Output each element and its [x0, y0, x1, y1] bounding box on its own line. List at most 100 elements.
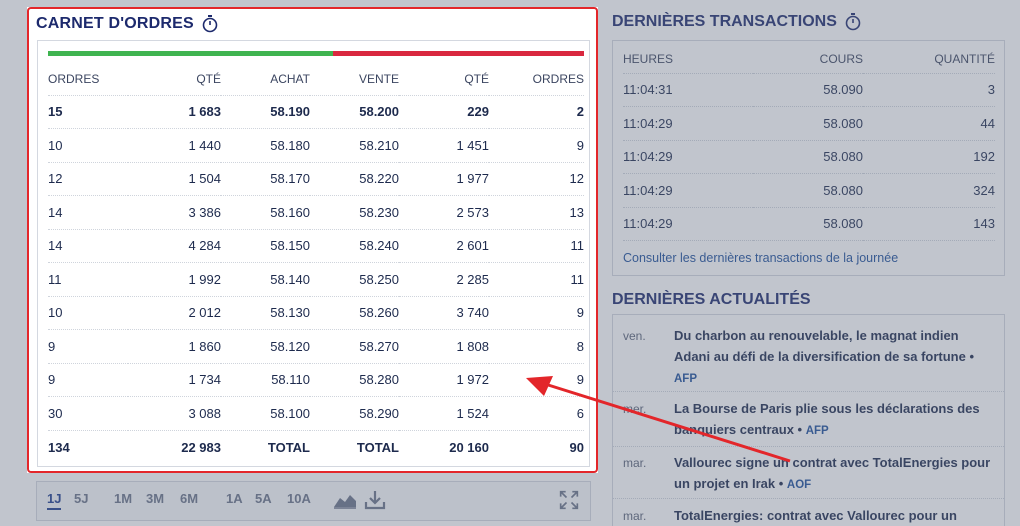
header-time: HEURES — [623, 45, 753, 74]
cell: 2 285 — [399, 262, 489, 297]
header-sell: VENTE — [310, 63, 399, 96]
stopwatch-icon — [202, 15, 218, 33]
order-book-table: ORDRES QTÉ ACHAT VENTE QTÉ ORDRES 15 1 6… — [48, 63, 584, 464]
cell: 9 — [489, 128, 584, 163]
cell: 12 — [48, 162, 128, 196]
cell: 4 284 — [128, 229, 221, 263]
cell: 11:04:31 — [623, 73, 753, 107]
cell: 3 740 — [399, 296, 489, 330]
cell: 143 — [863, 207, 995, 241]
order-book-table-container: ORDRES QTÉ ACHAT VENTE QTÉ ORDRES 15 1 6… — [37, 40, 590, 467]
cell: 9 — [48, 363, 128, 397]
cell: 1 992 — [128, 262, 221, 297]
news-source: AOF — [786, 479, 812, 491]
cell: 58.200 — [310, 95, 399, 129]
cell: 58.210 — [310, 128, 399, 163]
cell: 3 386 — [128, 195, 221, 230]
cell: 58.270 — [310, 329, 399, 364]
cell: 12 — [489, 162, 584, 196]
cell: 2 601 — [399, 229, 489, 263]
total-qty-sell: 20 160 — [449, 439, 489, 455]
cell: 58.080 — [753, 173, 863, 208]
order-book-row: 9 1 734 58.110 58.280 1 972 9 — [48, 363, 584, 397]
cell: 58.100 — [221, 396, 310, 431]
period-3m-button[interactable]: 3M — [146, 491, 165, 506]
news-item[interactable]: mer. La Bourse de Paris plie sous les dé… — [613, 392, 1004, 447]
news-day: mar. — [623, 509, 647, 523]
period-1j-button[interactable]: 1J — [47, 491, 62, 510]
cell: 58.280 — [310, 363, 399, 397]
order-book-row: 14 4 284 58.150 58.240 2 601 11 — [48, 229, 584, 263]
cell: 8 — [489, 329, 584, 364]
header-orders-sell: ORDRES — [489, 63, 584, 96]
cell: 58.150 — [221, 229, 310, 263]
cell: 6 — [489, 396, 584, 431]
cell: 14 — [48, 195, 128, 230]
order-book-row: 14 3 386 58.160 58.230 2 573 13 — [48, 195, 584, 230]
order-book-header-row: ORDRES QTÉ ACHAT VENTE QTÉ ORDRES — [48, 63, 584, 96]
news-day: mer. — [623, 402, 647, 416]
period-5a-button[interactable]: 5A — [255, 491, 272, 506]
period-6m-button[interactable]: 6M — [180, 491, 199, 506]
news-title-text: DERNIÈRES ACTUALITÉS — [612, 291, 811, 308]
cell: 9 — [48, 329, 128, 364]
order-book-title-text: CARNET D'ORDRES — [36, 15, 194, 32]
cell: 1 734 — [128, 363, 221, 397]
period-1m-button[interactable]: 1M — [114, 491, 133, 506]
cell: 14 — [48, 229, 128, 263]
order-book-row: 15 1 683 58.190 58.200 229 2 — [48, 95, 584, 129]
transactions-table: HEURES COURS QUANTITÉ 11:04:31 58.090 3 … — [623, 45, 995, 241]
cell: 58.230 — [310, 195, 399, 230]
cell: 3 088 — [128, 396, 221, 431]
header-buy: ACHAT — [221, 63, 310, 96]
transaction-row: 11:04:29 58.080 143 — [623, 207, 995, 241]
cell: 1 808 — [399, 329, 489, 364]
cell: 2 012 — [128, 296, 221, 330]
transactions-title: DERNIÈRES TRANSACTIONS — [612, 13, 861, 31]
depth-bar-sell — [333, 51, 584, 56]
news-headline[interactable]: Du charbon au renouvelable, le magnat in… — [674, 328, 975, 385]
news-headline[interactable]: La Bourse de Paris plie sous les déclara… — [674, 401, 980, 437]
cell: 58.080 — [753, 207, 863, 241]
transaction-row: 11:04:29 58.080 324 — [623, 173, 995, 208]
fullscreen-icon[interactable] — [557, 490, 581, 510]
period-5j-button[interactable]: 5J — [74, 491, 89, 506]
order-book-row: 10 2 012 58.130 58.260 3 740 9 — [48, 296, 584, 330]
depth-bar-buy — [48, 51, 333, 56]
cell: 1 440 — [128, 128, 221, 163]
download-icon[interactable] — [363, 490, 387, 510]
header-qty-sell: QTÉ — [399, 63, 489, 96]
news-item[interactable]: mar. Vallourec signe un contrat avec Tot… — [613, 447, 1004, 499]
cell: 58.110 — [221, 363, 310, 397]
order-book-panel: CARNET D'ORDRES ORDRES QTÉ ACHAT VENTE Q… — [27, 7, 598, 473]
cell: 1 860 — [128, 329, 221, 364]
period-10a-button[interactable]: 10A — [287, 491, 311, 506]
total-label-sell: TOTAL — [356, 439, 399, 455]
order-book-total-row: 134 22 983 TOTAL TOTAL 20 160 90 — [48, 430, 584, 464]
cell: 9 — [489, 363, 584, 397]
news-headline-text: TotalEnergies: contrat avec Vallourec po… — [674, 508, 957, 523]
cell: 11 — [489, 262, 584, 297]
order-book-row: 11 1 992 58.140 58.250 2 285 11 — [48, 262, 584, 297]
news-title: DERNIÈRES ACTUALITÉS — [612, 291, 811, 309]
news-headline-text: Du charbon au renouvelable, le magnat in… — [674, 328, 966, 364]
news-headline[interactable]: TotalEnergies: contrat avec Vallourec po… — [674, 505, 994, 526]
header-price: COURS — [753, 45, 863, 74]
period-1a-button[interactable]: 1A — [226, 491, 243, 506]
news-day: ven. — [623, 329, 646, 343]
news-source: AFP — [805, 425, 829, 437]
cell: 58.120 — [221, 329, 310, 364]
cell: 11:04:29 — [623, 173, 753, 208]
all-transactions-link[interactable]: Consulter les dernières transactions de … — [623, 251, 899, 265]
total-qty-buy: 22 983 — [181, 439, 221, 455]
cell: 58.190 — [221, 95, 310, 129]
cell: 11:04:29 — [623, 207, 753, 241]
area-chart-icon[interactable] — [333, 490, 357, 510]
news-panel: ven. Du charbon au renouvelable, le magn… — [612, 314, 1005, 526]
cell: 3 — [863, 73, 995, 107]
news-item[interactable]: mar. TotalEnergies: contrat avec Vallour… — [613, 499, 1004, 526]
news-headline[interactable]: Vallourec signe un contrat avec TotalEne… — [674, 455, 991, 491]
news-item[interactable]: ven. Du charbon au renouvelable, le magn… — [613, 315, 1004, 392]
cell: 58.290 — [310, 396, 399, 431]
cell: 15 — [48, 95, 128, 129]
